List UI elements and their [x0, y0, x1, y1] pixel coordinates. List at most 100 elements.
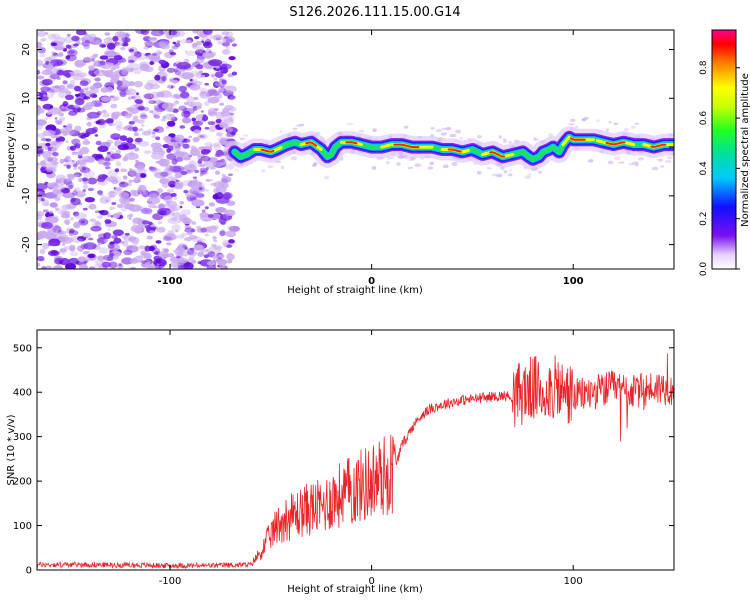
noise-speckle	[201, 226, 213, 233]
halo-speckle	[477, 135, 482, 139]
noise-speckle	[126, 137, 134, 144]
halo-speckle	[631, 125, 636, 129]
noise-speckle	[195, 46, 204, 54]
noise-speckle	[148, 245, 155, 252]
noise-speckle	[47, 33, 56, 40]
noise-speckle	[128, 169, 141, 177]
noise-speckle	[207, 251, 216, 258]
noise-speckle	[198, 186, 203, 190]
noise-speckle	[86, 111, 100, 119]
noise-speckle	[166, 67, 176, 73]
noise-speckle	[149, 99, 154, 104]
noise-speckle	[221, 49, 231, 55]
noise-speckle	[89, 93, 98, 99]
noise-speckle	[99, 210, 109, 216]
noise-speckle	[128, 204, 142, 212]
noise-speckle	[125, 110, 131, 116]
noise-speckle	[200, 110, 204, 113]
noise-speckle	[176, 234, 185, 239]
noise-speckle	[136, 187, 147, 193]
halo-speckle	[503, 139, 507, 144]
noise-speckle	[199, 173, 204, 177]
noise-speckle	[60, 105, 65, 109]
noise-speckle	[177, 265, 187, 269]
noise-speckle	[224, 230, 237, 238]
noise-speckle	[186, 232, 193, 236]
noise-speckle	[135, 30, 147, 35]
noise-speckle	[190, 170, 194, 173]
noise-speckle	[212, 255, 219, 261]
noise-speckle	[122, 126, 131, 131]
noise-speckle	[122, 143, 137, 150]
noise-speckle	[171, 224, 181, 232]
noise-speckle	[128, 236, 136, 242]
noise-speckle	[147, 128, 154, 134]
noise-speckle	[191, 189, 198, 194]
noise-speckle	[38, 95, 49, 102]
noise-speckle	[140, 250, 147, 256]
noise-speckle	[108, 122, 113, 127]
noise-speckle	[62, 210, 71, 216]
noise-speckle	[165, 135, 172, 141]
noise-speckle	[59, 158, 65, 164]
y-tick-label: 500	[13, 343, 32, 354]
noise-speckle	[45, 167, 55, 173]
noise-speckle	[159, 158, 166, 163]
noise-speckle	[54, 84, 61, 89]
noise-speckle	[228, 173, 233, 176]
colorbar-tick-label: 0.8	[699, 60, 709, 75]
noise-speckle	[133, 132, 139, 137]
noise-speckle	[58, 52, 64, 56]
noise-speckle	[73, 104, 80, 108]
halo-speckle	[503, 170, 508, 174]
noise-speckle	[109, 206, 114, 210]
noise-speckle	[190, 236, 202, 243]
spectrogram-noise-region	[37, 30, 674, 269]
noise-speckle	[187, 250, 198, 256]
x-tick-label: -100	[158, 276, 183, 287]
noise-speckle	[37, 183, 48, 191]
noise-speckle	[151, 135, 157, 138]
ridge-red-core	[569, 137, 586, 141]
noise-speckle	[215, 170, 221, 175]
noise-speckle	[66, 164, 71, 169]
x-tick-label: 0	[368, 576, 374, 587]
noise-speckle	[193, 96, 199, 101]
colorbar-tick-label: 0.6	[699, 111, 709, 126]
noise-speckle	[104, 50, 114, 57]
noise-speckle	[191, 80, 194, 84]
noise-speckle	[97, 159, 104, 165]
noise-speckle	[225, 31, 234, 38]
noise-speckle	[103, 232, 112, 240]
noise-speckle	[123, 249, 133, 256]
noise-speckle	[122, 175, 128, 180]
noise-speckle	[200, 170, 208, 175]
halo-speckle	[533, 138, 540, 142]
noise-speckle	[127, 96, 132, 100]
halo-speckle	[324, 175, 330, 180]
noise-speckle	[106, 139, 114, 145]
noise-speckle	[90, 225, 102, 232]
noise-speckle	[172, 41, 176, 45]
noise-speckle	[99, 43, 106, 48]
halo-speckle	[509, 168, 513, 172]
noise-speckle	[229, 95, 236, 101]
noise-speckle	[132, 117, 139, 123]
noise-speckle	[184, 50, 188, 53]
x-tick-label: 0	[368, 276, 375, 287]
noise-speckle	[52, 142, 58, 147]
noise-speckle	[175, 151, 189, 159]
noise-speckle	[65, 181, 74, 188]
noise-speckle	[166, 200, 171, 205]
noise-speckle	[146, 54, 160, 62]
noise-speckle	[94, 220, 101, 226]
noise-speckle	[49, 85, 61, 93]
noise-speckle	[84, 96, 88, 100]
noise-speckle	[110, 67, 116, 72]
noise-speckle	[206, 261, 216, 266]
noise-speckle	[134, 172, 146, 179]
noise-speckle	[117, 263, 120, 266]
noise-speckle	[71, 159, 75, 163]
noise-speckle	[227, 259, 233, 264]
noise-speckle	[110, 133, 121, 140]
